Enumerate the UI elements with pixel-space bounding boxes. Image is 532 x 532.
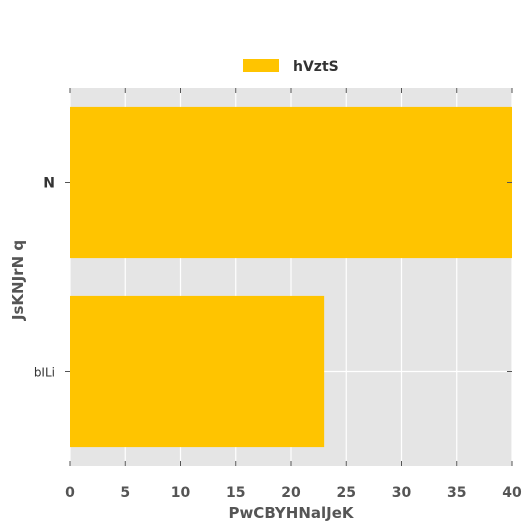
y-axis-title: JsKNJrN q: [9, 240, 27, 321]
bar-bILi: [70, 295, 325, 448]
x-tick-label: 5: [120, 485, 130, 501]
bars: [70, 106, 512, 448]
x-tick-label: 15: [226, 485, 245, 501]
x-tick-label: 10: [171, 485, 191, 501]
x-tick-label: 40: [502, 485, 522, 501]
x-tick-label: 0: [65, 485, 75, 501]
x-tick-label: 20: [281, 485, 301, 501]
x-tick-label: 30: [392, 485, 412, 501]
x-tick-label: 25: [337, 485, 356, 501]
x-tick-label: 35: [447, 485, 466, 501]
x-axis-ticks: 0 5 10 15 20 25 30 35 40: [65, 88, 522, 501]
legend-swatch: [243, 59, 279, 72]
y-tick-label-bILi: bILi: [34, 366, 55, 380]
bar-N: [70, 106, 512, 259]
legend-label-hVztS: hVztS: [293, 59, 339, 75]
x-axis-title: PwCBYHNalJeK: [228, 504, 354, 522]
legend: hVztS: [243, 59, 339, 75]
y-tick-label-N: N: [43, 176, 55, 192]
